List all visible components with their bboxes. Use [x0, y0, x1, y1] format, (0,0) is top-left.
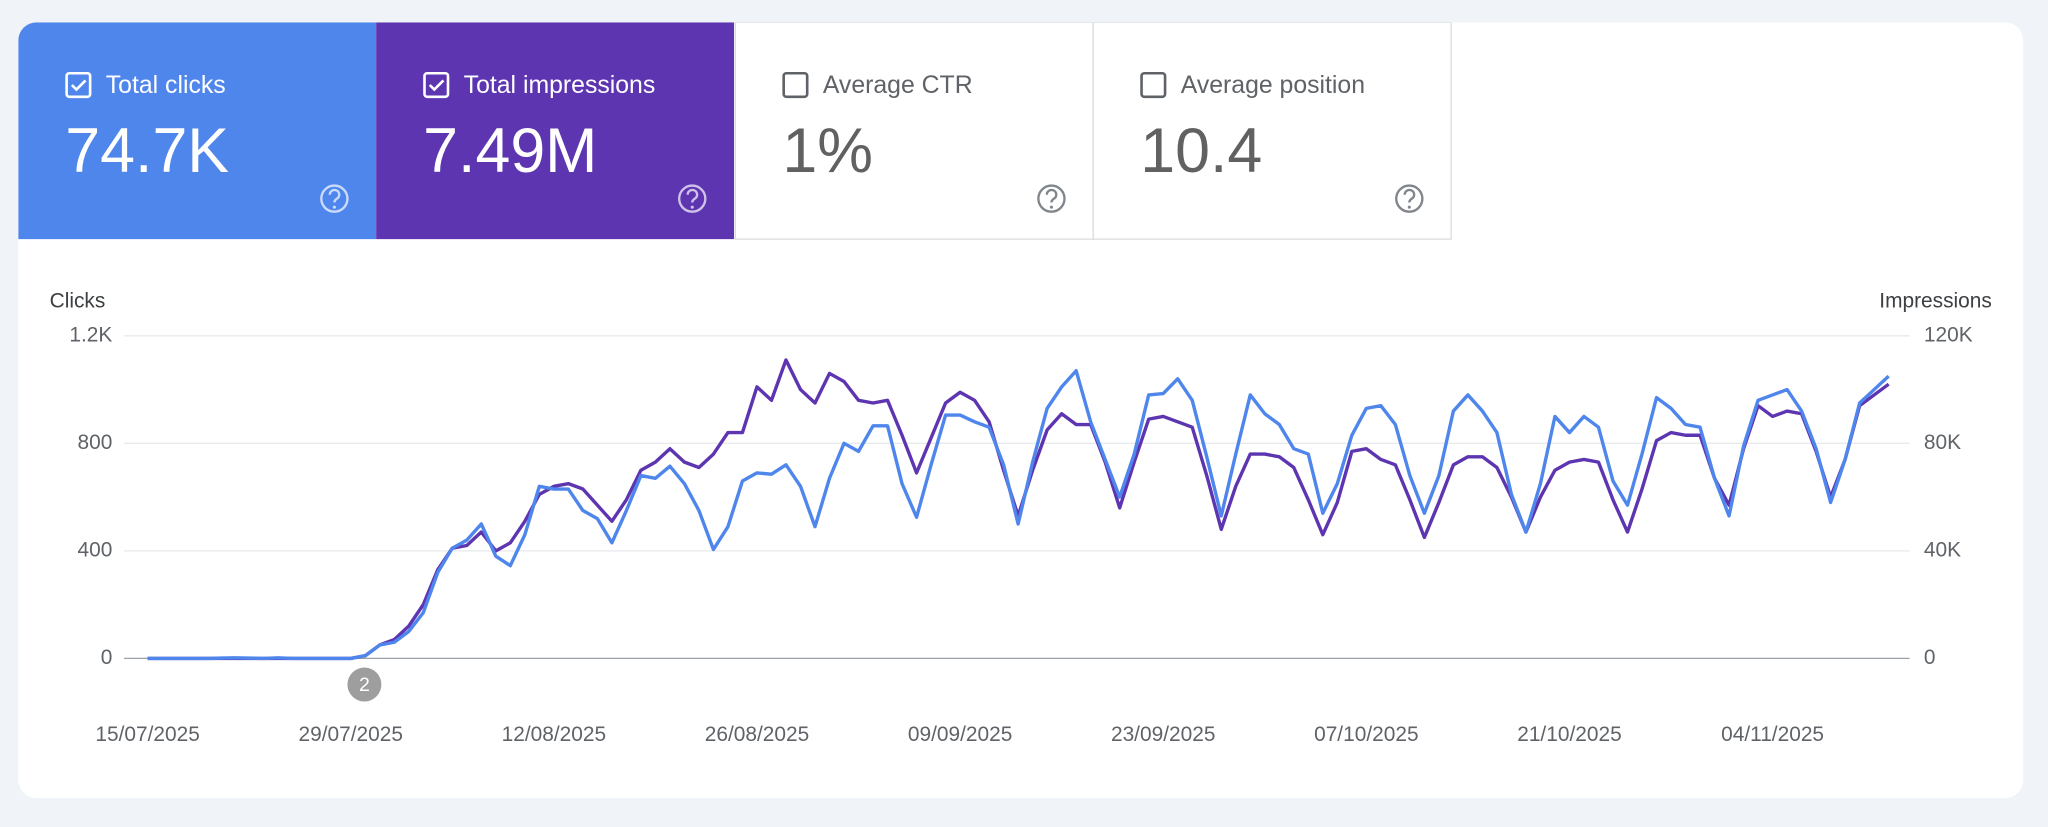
card-label: Average CTR — [823, 72, 973, 99]
help-icon-dot — [1049, 205, 1053, 209]
y-tick-label: 800 — [77, 431, 112, 454]
card-background — [18, 22, 377, 240]
help-icon-mark — [1403, 188, 1416, 203]
checkmark — [428, 79, 445, 92]
x-tick-label: 26/08/2025 — [705, 723, 809, 746]
x-tick-label: 09/09/2025 — [908, 723, 1012, 746]
help-icon — [1037, 184, 1066, 213]
y2-axis-title: Impressions — [1879, 289, 1992, 312]
checkbox — [423, 71, 450, 99]
checkbox — [1140, 71, 1167, 99]
x-tick-label: 07/10/2025 — [1314, 723, 1418, 746]
x-tick-label: 23/09/2025 — [1111, 723, 1215, 746]
help-icon-dot — [1407, 205, 1411, 209]
y-tick-label: 400 — [77, 538, 112, 561]
checkbox — [782, 71, 809, 99]
help-icon-dot — [332, 205, 336, 209]
help-icon-mark — [686, 188, 699, 203]
y2-tick-label: 40K — [1924, 538, 1961, 561]
card-value: 10.4 — [1140, 116, 1262, 186]
help-icon — [1395, 184, 1424, 213]
card-label: Total impressions — [464, 72, 656, 99]
y-axis-title: Clicks — [50, 289, 106, 312]
card-label: Average position — [1181, 72, 1365, 99]
metric-card[interactable]: Total impressions 7.49M — [376, 22, 735, 240]
help-icon — [320, 184, 349, 213]
series-line — [147, 369, 1890, 661]
metric-card[interactable]: Total clicks 74.7K — [18, 22, 377, 240]
y2-tick-label: 0 — [1924, 646, 1936, 669]
annotation-label: 2 — [359, 674, 370, 696]
metric-card[interactable]: Average CTR 1% — [734, 22, 1094, 240]
checkbox — [65, 71, 92, 99]
metric-cards: Total clicks 74.7K Total impressions 7.49M A… — [18, 22, 1452, 240]
card-background — [1092, 22, 1452, 240]
help-icon-dot — [690, 205, 694, 209]
card-value: 7.49M — [423, 116, 597, 186]
x-tick-label: 04/11/2025 — [1721, 723, 1824, 746]
help-icon-mark — [1045, 188, 1058, 203]
metric-card[interactable]: Average position 10.4 — [1092, 22, 1452, 240]
y-tick-label: 0 — [101, 646, 113, 669]
card-background — [734, 22, 1094, 240]
card-label: Total clicks — [106, 72, 226, 99]
x-tick-label: 21/10/2025 — [1517, 723, 1621, 746]
annotation-marker[interactable] — [347, 667, 382, 702]
card-background — [376, 22, 735, 240]
help-icon-mark — [328, 188, 341, 203]
y2-tick-label: 80K — [1924, 431, 1961, 454]
help-icon — [678, 184, 707, 213]
plot: 0 400 800 1.2K 0 40K 80K 120K 15/07/2025 29/07/20… — [69, 323, 1972, 746]
y-tick-label: 1.2K — [69, 323, 112, 346]
card-value: 1% — [782, 116, 873, 186]
checkmark — [70, 79, 87, 92]
card-value: 74.7K — [65, 116, 229, 186]
x-tick-label: 29/07/2025 — [298, 723, 402, 746]
x-tick-label: 15/07/2025 — [95, 723, 199, 746]
y2-tick-label: 120K — [1924, 323, 1973, 346]
x-tick-label: 12/08/2025 — [502, 723, 606, 746]
